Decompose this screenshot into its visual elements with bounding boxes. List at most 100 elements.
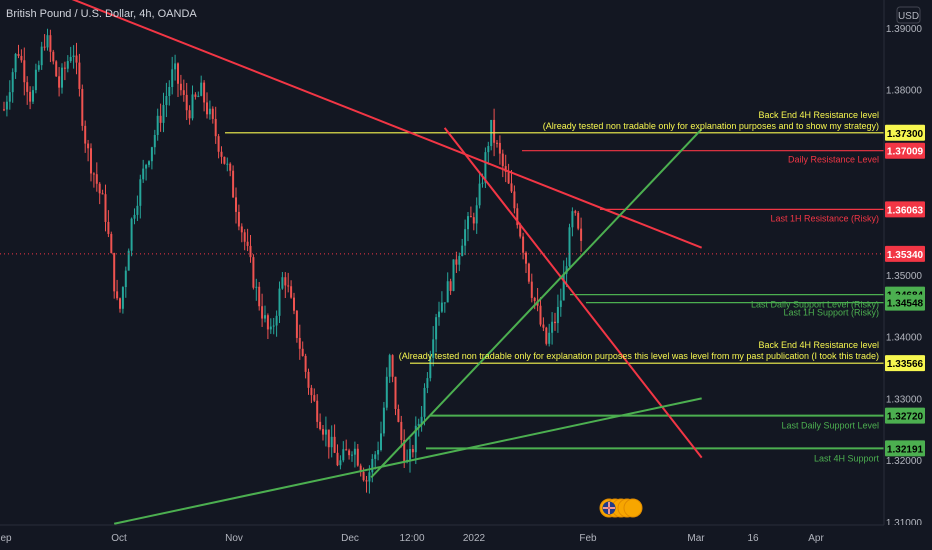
candle-body — [548, 332, 551, 344]
candle-body — [504, 166, 507, 172]
price-tag — [885, 440, 925, 457]
price-axis[interactable]: 1.39000 1.38000 1.35000 1.34000 1.33000 1.320… — [883, 0, 932, 550]
candle-body — [211, 108, 214, 119]
candle-body — [162, 105, 165, 123]
flag-icons[interactable] — [599, 498, 643, 518]
candle-body — [188, 110, 191, 119]
candle-body — [153, 134, 156, 148]
price-tag — [885, 201, 925, 218]
candle-body — [409, 449, 411, 460]
price-tag-label: 1.32191 — [887, 444, 924, 455]
candle-body — [246, 241, 249, 246]
candle-body — [487, 146, 490, 153]
candle-body — [11, 72, 14, 93]
candle-body — [374, 454, 377, 459]
candle-body — [519, 225, 522, 237]
candle-body — [92, 173, 95, 175]
price-axis-bg — [884, 0, 932, 550]
candle-body — [501, 153, 504, 167]
y-tick-label: 1.34000 — [886, 333, 923, 344]
y-tick-label: 1.32000 — [886, 456, 923, 467]
price-tag — [885, 245, 925, 262]
candle-body — [432, 339, 435, 358]
candle-body — [574, 211, 577, 213]
candle-body — [458, 256, 461, 265]
candle-body — [522, 236, 525, 253]
candle-body — [203, 82, 206, 103]
candle-body — [429, 357, 432, 379]
candle-body — [554, 321, 556, 324]
annotations: Back End 4H Resistance level(Already tes… — [399, 110, 880, 464]
price-tag-label: 1.37300 — [887, 129, 924, 140]
candle-body — [368, 472, 371, 482]
candle-body — [237, 211, 240, 227]
candle-body — [249, 245, 252, 258]
candle-body — [229, 163, 232, 171]
candle-body — [493, 119, 496, 143]
candle-body — [156, 115, 159, 135]
candle-body — [527, 263, 530, 282]
candle-body — [478, 183, 481, 206]
candle-body — [121, 287, 124, 309]
currency-label: USD — [898, 11, 919, 22]
candle-body — [359, 465, 362, 473]
candle-body — [258, 286, 261, 307]
candle-body — [484, 152, 487, 183]
candle-body — [139, 179, 142, 206]
candle-body — [278, 288, 281, 316]
candle-body — [29, 91, 32, 102]
y-tick-label: 1.31000 — [886, 518, 923, 529]
candle-body — [32, 90, 34, 102]
time-axis-bg — [0, 525, 932, 550]
price-tags: 1.373001.370091.360631.353401.346841.345… — [885, 124, 925, 457]
candle-body — [449, 281, 452, 291]
candle-body — [556, 306, 559, 324]
candle-body — [385, 376, 388, 408]
candle-body — [452, 259, 455, 291]
candle-body — [426, 378, 429, 388]
candle-body — [510, 183, 513, 192]
x-tick-label: ep — [0, 533, 12, 544]
candle-body — [142, 168, 145, 180]
horizontal-levels — [0, 132, 884, 450]
candle-body — [571, 211, 574, 228]
candle-body — [113, 253, 116, 292]
candle-body — [525, 252, 527, 264]
candle-body — [420, 416, 423, 424]
candle-body — [411, 449, 414, 453]
level-annotation: Last 1H Support (Risky) — [783, 308, 879, 318]
x-tick-label: Feb — [579, 533, 597, 544]
candle-body — [397, 408, 400, 422]
candle-body — [119, 298, 121, 309]
candle-body — [20, 55, 23, 61]
price-tag — [885, 124, 925, 141]
candle-body — [3, 109, 5, 111]
currency-badge[interactable]: USD — [896, 6, 921, 24]
price-tag-label: 1.35340 — [887, 250, 924, 261]
candle-body — [403, 440, 406, 463]
candle-body — [17, 53, 20, 56]
candle-body — [49, 35, 52, 52]
candle-body — [316, 400, 319, 422]
price-tag — [885, 407, 925, 424]
price-tag-label: 1.34548 — [887, 299, 924, 310]
candle-body — [272, 325, 275, 327]
candle-body — [87, 143, 90, 149]
candle-body — [206, 102, 208, 115]
candle-body — [90, 148, 92, 174]
candle-body — [565, 266, 568, 274]
candle-body — [266, 315, 269, 330]
candle-body — [446, 281, 449, 303]
candle-body — [98, 183, 101, 194]
candle-body — [377, 450, 380, 455]
candle-body — [284, 277, 287, 286]
time-axis[interactable]: ep Oct Nov Dec 12:00 2022 Feb Mar 16 Apr — [0, 524, 932, 550]
candle-body — [148, 161, 150, 165]
y-tick-label: 1.35000 — [886, 271, 923, 282]
price-tag — [885, 294, 925, 311]
candle-body — [530, 281, 533, 298]
candle-body — [293, 297, 295, 311]
level-annotation: Last 1H Resistance (Risky) — [770, 213, 879, 223]
